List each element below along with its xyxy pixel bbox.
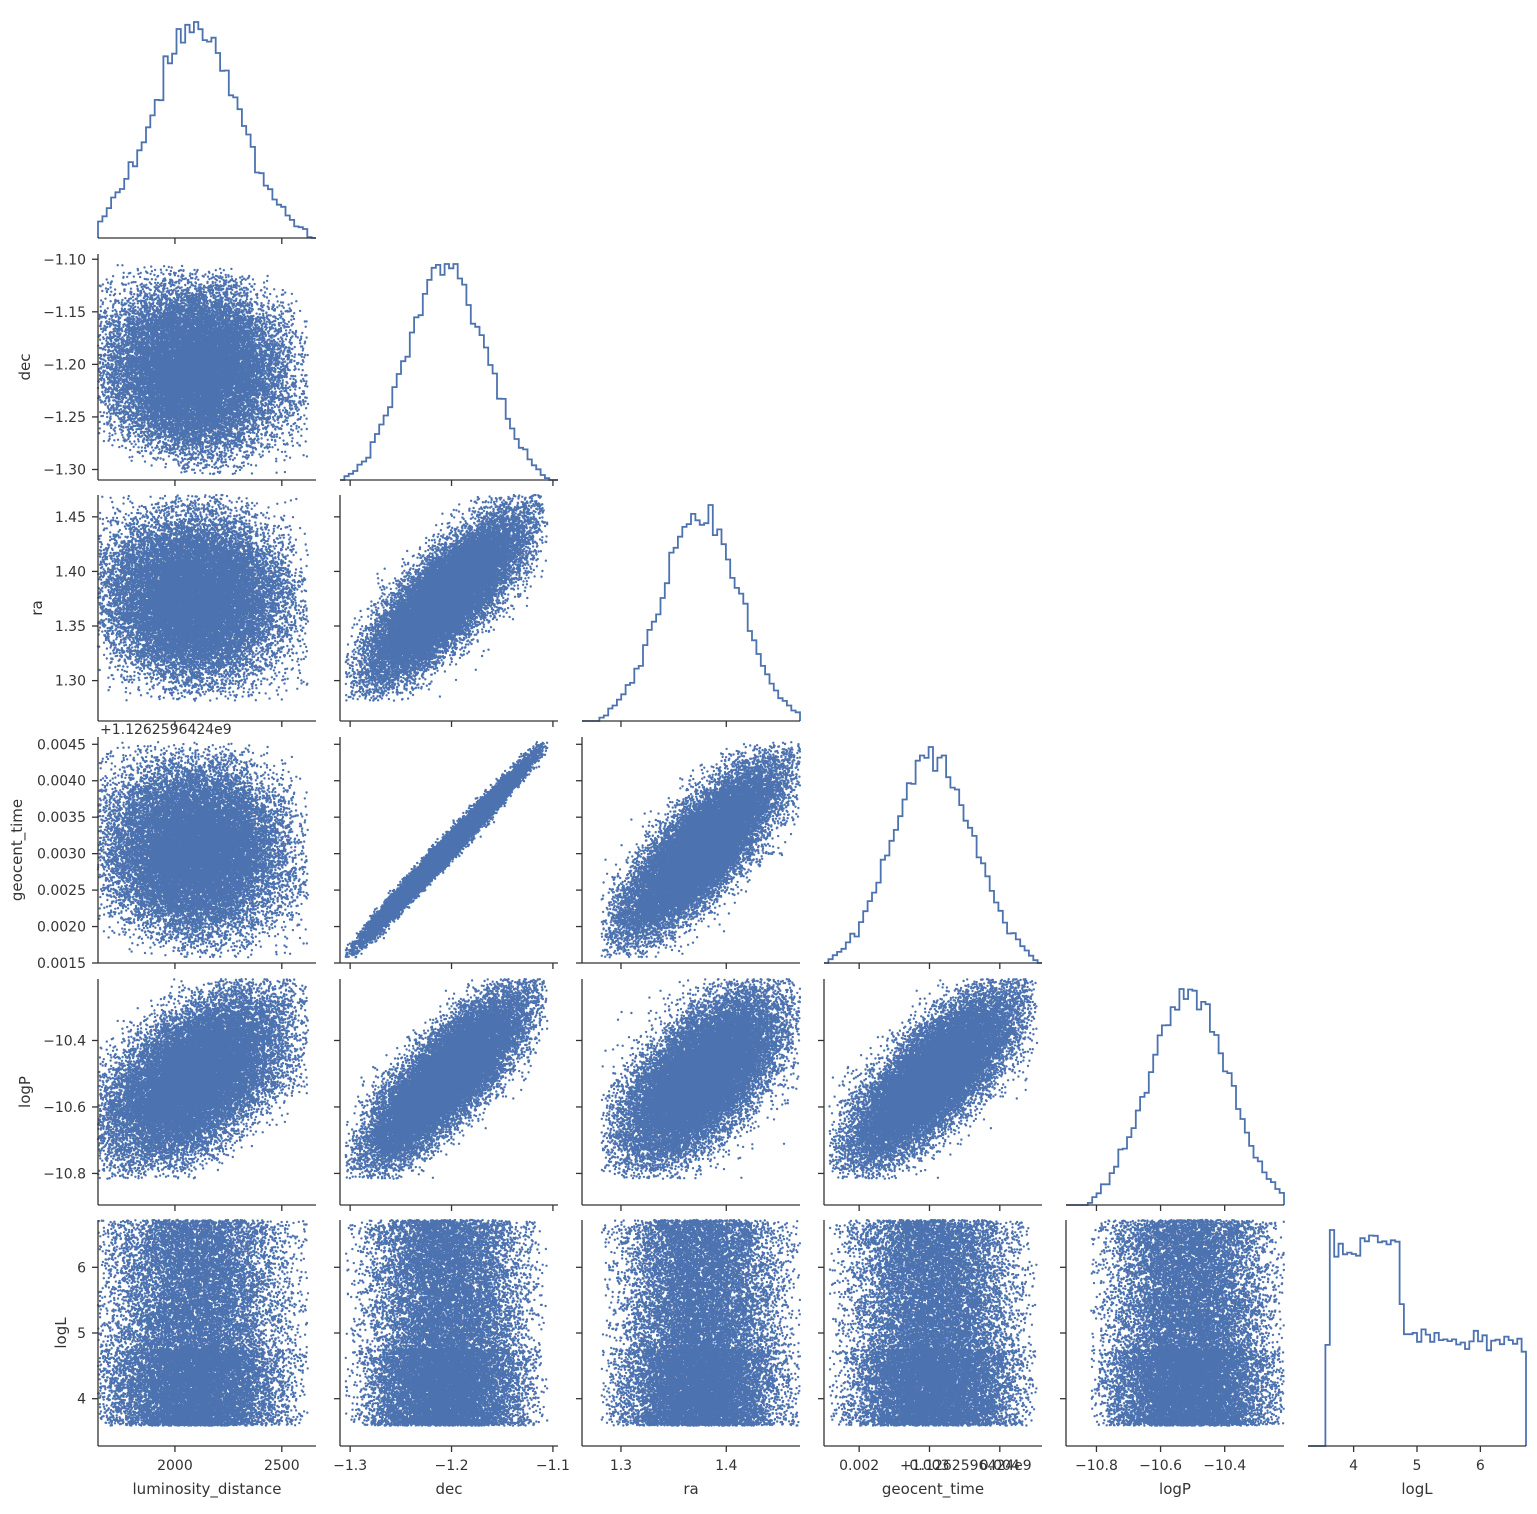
y-tick-label: 5 <box>77 1326 86 1342</box>
y-axis-title-ra: ra <box>28 600 46 615</box>
y-axis-title-logL: logL <box>52 1317 70 1349</box>
y-tick-label: 0.0035 <box>37 810 86 826</box>
y-tick-label: −1.25 <box>43 410 86 426</box>
x-tick-label: 2000 <box>157 1458 193 1474</box>
y-tick-label: −1.15 <box>43 305 86 321</box>
scatter-ra-vs-dec <box>346 495 547 700</box>
x-tick-label: 6 <box>1476 1458 1485 1474</box>
x-tick-label: −1.2 <box>435 1458 469 1474</box>
scatter-panels <box>98 265 1284 1425</box>
axes-layer <box>92 238 1526 1452</box>
scatter-logL-vs-luminosity_distance <box>98 1220 308 1426</box>
scatter-logL-vs-dec <box>346 1220 547 1426</box>
scatter-logP-vs-dec <box>346 979 547 1178</box>
x-axis-title-logP: logP <box>1159 1480 1191 1498</box>
y-tick-label: 4 <box>77 1392 86 1408</box>
y-tick-label: 0.0030 <box>37 847 86 863</box>
y-offset-text: +1.1262596424e9 <box>100 722 232 738</box>
y-tick-label: 0.0015 <box>37 956 86 972</box>
y-tick-label: 1.30 <box>55 674 86 690</box>
x-tick-label: −10.6 <box>1139 1458 1182 1474</box>
histogram-luminosity_distance <box>98 22 316 238</box>
scatter-geocent_time-vs-ra <box>602 742 800 957</box>
x-offset-text: +1.1262596424e9 <box>900 1458 1032 1474</box>
y-tick-label: 0.0040 <box>37 774 86 790</box>
x-tick-label: 1.3 <box>610 1458 632 1474</box>
scatter-ra-vs-luminosity_distance <box>98 495 308 700</box>
histogram-dec <box>340 264 558 480</box>
x-tick-label: −1.3 <box>333 1458 367 1474</box>
y-tick-label: −10.4 <box>43 1033 86 1049</box>
histogram-geocent_time <box>824 747 1042 963</box>
y-tick-label: −1.20 <box>43 357 86 373</box>
y-tick-label: 0.0020 <box>37 920 86 936</box>
y-tick-label: −1.30 <box>43 462 86 478</box>
x-axis-title-logL: logL <box>1401 1480 1433 1498</box>
scatter-dec-vs-luminosity_distance <box>98 265 308 474</box>
x-axis-title-luminosity_distance: luminosity_distance <box>133 1480 282 1499</box>
x-tick-label: 1.4 <box>715 1458 737 1474</box>
x-tick-label: −10.8 <box>1075 1458 1118 1474</box>
scatter-logP-vs-geocent_time <box>830 979 1038 1178</box>
x-axis-title-geocent_time: geocent_time <box>882 1480 984 1499</box>
x-tick-label: 2500 <box>264 1458 300 1474</box>
histogram-ra <box>582 505 800 721</box>
histogram-logP <box>1066 989 1284 1205</box>
y-tick-label: −1.10 <box>43 252 86 268</box>
scatter-logL-vs-geocent_time <box>830 1220 1037 1426</box>
y-tick-label: 6 <box>77 1260 86 1276</box>
x-tick-label: 0.002 <box>839 1458 879 1474</box>
scatter-logP-vs-luminosity_distance <box>98 979 308 1178</box>
y-tick-label: 0.0025 <box>37 883 86 899</box>
scatter-logL-vs-ra <box>602 1220 800 1426</box>
y-axis-title-dec: dec <box>16 354 34 381</box>
y-tick-label: 1.40 <box>55 564 86 580</box>
x-tick-label: −10.4 <box>1203 1458 1246 1474</box>
y-tick-label: −10.6 <box>43 1100 86 1116</box>
x-tick-label: −1.1 <box>536 1458 570 1474</box>
scatter-logL-vs-logP <box>1091 1220 1284 1426</box>
y-tick-label: 1.35 <box>55 619 86 635</box>
diagonal-histograms <box>98 22 1526 1446</box>
scatter-geocent_time-vs-dec <box>346 742 547 957</box>
y-tick-label: −10.8 <box>43 1166 86 1182</box>
y-axis-title-logP: logP <box>16 1076 34 1108</box>
x-axis-title-ra: ra <box>683 1480 698 1498</box>
histogram-logL <box>1308 1230 1526 1446</box>
scatter-geocent_time-vs-luminosity_distance <box>98 742 308 957</box>
y-tick-label: 1.45 <box>55 510 86 526</box>
scatter-logP-vs-ra <box>602 979 800 1178</box>
x-tick-label: 4 <box>1349 1458 1358 1474</box>
x-tick-label: 5 <box>1413 1458 1422 1474</box>
y-tick-label: 0.0045 <box>37 737 86 753</box>
y-axis-title-geocent_time: geocent_time <box>8 799 27 901</box>
x-axis-title-dec: dec <box>436 1480 463 1498</box>
